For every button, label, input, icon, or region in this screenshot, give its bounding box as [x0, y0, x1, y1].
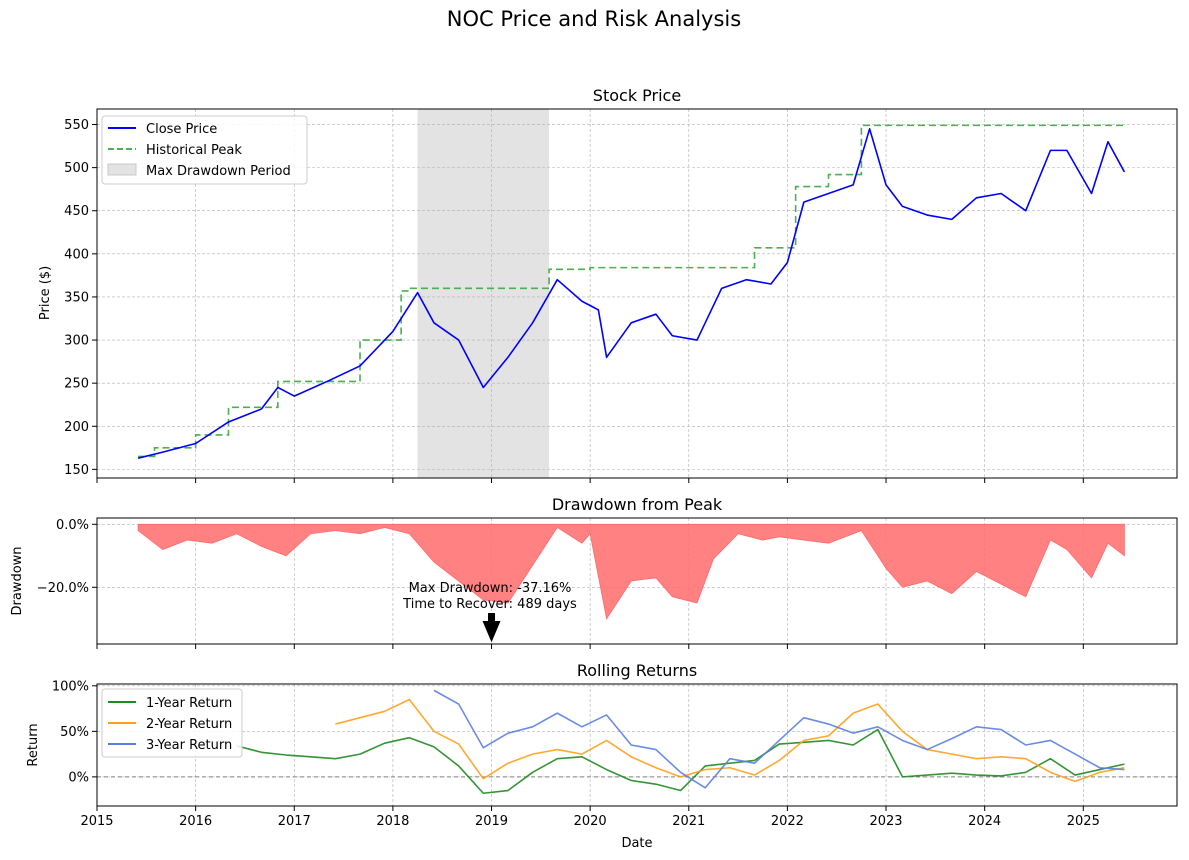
returns-plot-frame — [96, 683, 1178, 807]
drawdown-plot-frame — [96, 517, 1178, 645]
series-line-2-year-return — [335, 698, 1125, 783]
annotation-time-to-recover: Time to Recover: 489 days — [402, 597, 577, 612]
y-tick-label: 400 — [64, 247, 89, 262]
x-axis-label: Date — [621, 836, 652, 851]
y-tick-label: 450 — [64, 204, 89, 219]
price-plot-frame — [96, 108, 1178, 479]
drawdown-y-axis-label: Drawdown — [10, 546, 25, 615]
y-tick-label: 0.0% — [56, 518, 89, 533]
x-tick-label: 2016 — [179, 814, 212, 829]
x-tick-label: 2017 — [278, 814, 311, 829]
returns-panel-title: Rolling Returns — [577, 661, 697, 680]
max-drawdown-period-shade — [417, 109, 550, 478]
annotation-max-drawdown: Max Drawdown: -37.16% — [409, 581, 572, 596]
legend-label-historical-peak: Historical Peak — [146, 143, 242, 158]
drawdown-panel-title: Drawdown from Peak — [552, 495, 723, 514]
x-tick-label: 2022 — [771, 814, 804, 829]
series-line-close-price — [137, 128, 1126, 459]
x-tick-label: 2015 — [80, 814, 113, 829]
legend-swatch-drawdown-period — [107, 163, 137, 176]
price-legend: Close Price Historical Peak Max Drawdown… — [101, 115, 308, 185]
legend-label-close-price: Close Price — [146, 122, 217, 137]
y-tick-label: 0% — [68, 770, 89, 785]
price-y-axis-label: Price ($) — [38, 266, 53, 320]
y-tick-label: 350 — [64, 290, 89, 305]
y-tick-label: 300 — [64, 334, 89, 349]
series-line-3-year-return — [433, 689, 1125, 789]
figure-title: NOC Price and Risk Analysis — [447, 7, 741, 31]
x-tick-label: 2019 — [475, 814, 508, 829]
y-tick-label: 200 — [64, 420, 89, 435]
returns-legend: 1-Year Return 2-Year Return 3-Year Retur… — [101, 688, 243, 758]
x-tick-label: 2023 — [869, 814, 902, 829]
annotation-arrow-shaft — [488, 613, 496, 623]
x-tick-label: 2025 — [1067, 814, 1100, 829]
legend-label-drawdown-period: Max Drawdown Period — [146, 164, 291, 179]
price-panel-title: Stock Price — [593, 86, 681, 105]
y-tick-label: −20.0% — [37, 581, 89, 596]
y-tick-label: 150 — [64, 463, 89, 478]
y-tick-label: 250 — [64, 377, 89, 392]
legend-label-2-year-return: 2-Year Return — [146, 717, 232, 732]
series-line-1-year-return — [236, 728, 1125, 795]
drawdown-area — [137, 523, 1125, 620]
y-tick-label: 500 — [64, 161, 89, 176]
x-tick-label: 2018 — [376, 814, 409, 829]
x-tick-label: 2021 — [672, 814, 705, 829]
x-tick-label: 2020 — [574, 814, 607, 829]
y-tick-label: 550 — [64, 118, 89, 133]
legend-label-3-year-return: 3-Year Return — [146, 738, 232, 753]
returns-y-axis-label: Return — [26, 723, 41, 766]
max-drawdown-annotation: Max Drawdown: -37.16% Time to Recover: 4… — [402, 581, 577, 643]
x-tick-label: 2024 — [968, 814, 1001, 829]
legend-label-1-year-return: 1-Year Return — [146, 696, 232, 711]
y-tick-label: 100% — [52, 679, 89, 694]
annotation-arrow-head — [482, 621, 501, 643]
y-tick-label: 50% — [60, 725, 89, 740]
